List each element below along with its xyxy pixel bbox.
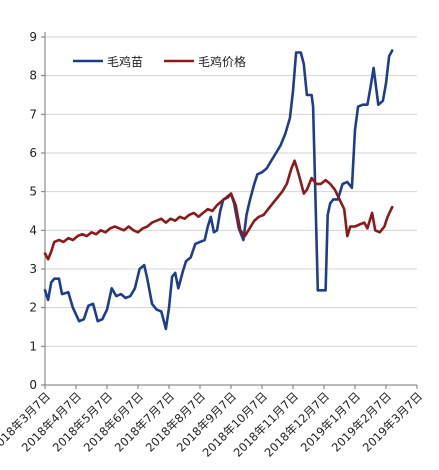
y-axis-ticks: 0 1 2 3 4 5 6 7 8 9 bbox=[29, 30, 45, 392]
gridlines bbox=[45, 36, 417, 347]
series-line-chick-price bbox=[43, 49, 394, 331]
series-lines bbox=[43, 49, 394, 331]
y-tick-label: 5 bbox=[29, 185, 37, 199]
y-tick-label: 0 bbox=[29, 378, 37, 392]
x-axis-ticks: 2018年3月7日2018年4月7日2018年5月7日2018年6月7日2018… bbox=[0, 385, 425, 460]
y-tick-label: 3 bbox=[29, 262, 37, 276]
y-tick-label: 8 bbox=[29, 69, 37, 83]
legend: 毛鸡苗 毛鸡价格 bbox=[73, 54, 246, 69]
y-tick-label: 7 bbox=[29, 107, 37, 121]
y-tick-label: 2 bbox=[29, 301, 37, 315]
legend-label: 毛鸡苗 bbox=[107, 54, 143, 69]
y-tick-label: 9 bbox=[29, 30, 37, 44]
series-line-broiler-price bbox=[43, 159, 394, 261]
y-tick-label: 6 bbox=[29, 146, 37, 160]
y-tick-label: 1 bbox=[29, 339, 37, 353]
legend-label: 毛鸡价格 bbox=[198, 54, 246, 69]
y-tick-label: 4 bbox=[29, 223, 37, 237]
axes bbox=[44, 32, 417, 386]
